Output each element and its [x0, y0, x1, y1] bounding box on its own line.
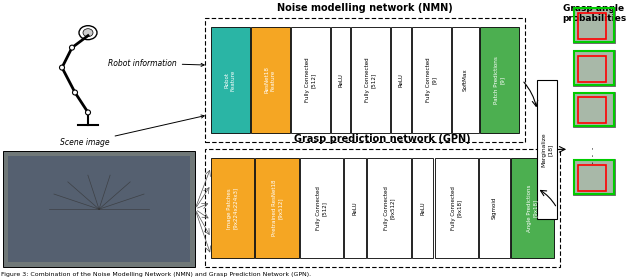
Text: Grasp angle
probabilities: Grasp angle probabilities — [562, 4, 626, 23]
Ellipse shape — [79, 26, 97, 40]
FancyBboxPatch shape — [300, 158, 343, 258]
Text: ReLU: ReLU — [338, 73, 343, 87]
Text: Image Patches
[9x224x224x3]: Image Patches [9x224x224x3] — [227, 187, 238, 229]
Text: · · ·: · · · — [589, 147, 599, 164]
Text: Noise modelling network (NMN): Noise modelling network (NMN) — [277, 3, 453, 13]
Text: Fully Connected
[9x18]: Fully Connected [9x18] — [451, 186, 461, 230]
FancyBboxPatch shape — [367, 158, 411, 258]
Text: Marginalize
[18]: Marginalize [18] — [541, 132, 552, 167]
Text: ResNet18
Feature: ResNet18 Feature — [265, 66, 276, 93]
FancyBboxPatch shape — [3, 151, 195, 267]
FancyBboxPatch shape — [331, 27, 350, 134]
Text: SoftMax: SoftMax — [463, 69, 468, 91]
FancyBboxPatch shape — [480, 27, 519, 134]
Text: Fully Connected
[9x512]: Fully Connected [9x512] — [383, 186, 394, 230]
Text: Pretrained ResNet18
[9x512]: Pretrained ResNet18 [9x512] — [272, 180, 282, 237]
Circle shape — [60, 65, 65, 70]
FancyBboxPatch shape — [251, 27, 290, 134]
FancyBboxPatch shape — [573, 159, 615, 195]
Text: Fully Connected
[512]: Fully Connected [512] — [365, 58, 376, 102]
Text: Figure 3: Combination of the Noise Modelling Network (NMN) and Grasp Prediction : Figure 3: Combination of the Noise Model… — [1, 271, 311, 276]
FancyBboxPatch shape — [211, 27, 250, 134]
Text: ReLU: ReLU — [420, 201, 425, 215]
Circle shape — [70, 45, 74, 50]
FancyBboxPatch shape — [412, 27, 451, 134]
FancyBboxPatch shape — [511, 158, 554, 258]
Circle shape — [72, 90, 77, 95]
Bar — [574, 8, 614, 42]
FancyBboxPatch shape — [291, 27, 330, 134]
Text: Fully Connected
[512]: Fully Connected [512] — [316, 186, 327, 230]
Text: Scene image: Scene image — [60, 115, 204, 147]
Ellipse shape — [83, 29, 93, 37]
Text: ReLU: ReLU — [399, 73, 404, 87]
FancyBboxPatch shape — [255, 158, 299, 258]
Bar — [574, 93, 614, 126]
Bar — [574, 160, 614, 194]
Text: Sigmoid: Sigmoid — [492, 197, 497, 219]
Text: Robot information: Robot information — [108, 58, 204, 68]
Bar — [578, 56, 606, 81]
FancyBboxPatch shape — [344, 158, 366, 258]
FancyBboxPatch shape — [435, 158, 478, 258]
Text: Robot
Feature: Robot Feature — [225, 70, 236, 91]
FancyBboxPatch shape — [412, 158, 433, 258]
Bar — [578, 165, 606, 191]
FancyBboxPatch shape — [573, 91, 615, 127]
Circle shape — [86, 110, 90, 115]
FancyBboxPatch shape — [537, 79, 557, 219]
Text: Fully Connected
[512]: Fully Connected [512] — [305, 58, 316, 102]
FancyBboxPatch shape — [351, 27, 390, 134]
FancyBboxPatch shape — [573, 7, 615, 43]
Bar — [578, 13, 606, 39]
Bar — [8, 156, 190, 262]
FancyBboxPatch shape — [211, 158, 254, 258]
Text: Fully Connected
[9]: Fully Connected [9] — [426, 58, 436, 102]
Text: Angle Predictions
[9x18]: Angle Predictions [9x18] — [527, 184, 538, 232]
FancyBboxPatch shape — [479, 158, 509, 258]
Text: ReLU: ReLU — [353, 201, 358, 215]
FancyBboxPatch shape — [573, 50, 615, 86]
Text: Patch Predictions
[9]: Patch Predictions [9] — [494, 56, 505, 104]
FancyBboxPatch shape — [392, 27, 411, 134]
FancyBboxPatch shape — [452, 27, 479, 134]
Text: Grasp prediction network (GPN): Grasp prediction network (GPN) — [294, 134, 471, 144]
Bar — [578, 98, 606, 124]
Bar — [574, 51, 614, 84]
